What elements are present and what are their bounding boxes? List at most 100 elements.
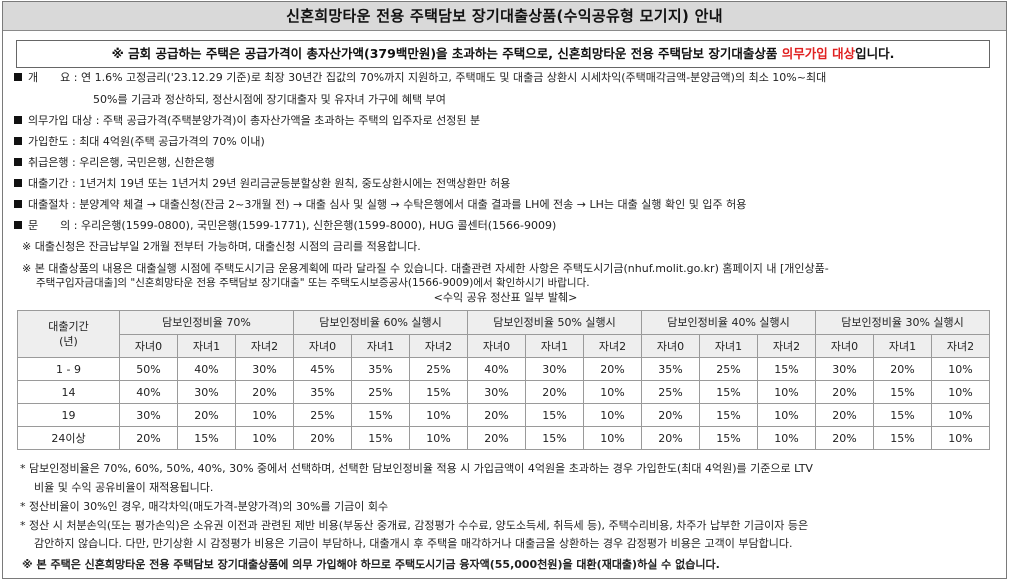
ratio-cell: 15% [757,357,816,381]
ratio-cell: 20% [525,380,584,404]
sub-header: 자녀0 [815,333,874,358]
ratio-cell: 10% [757,403,816,427]
ratio-cell: 30% [235,357,294,381]
table-caption: <수익 공유 정산표 일부 발췌> [433,291,578,304]
item-label: 대출기간 [28,177,69,190]
item-overview-cont: 50%를 기금과 정산하되, 정산시점에 장기대출자 및 유자녀 가구에 혜택 … [93,93,446,106]
ratio-cell: 10% [931,426,990,450]
footnote: * 정산비율이 30%인 경우, 매각차익(매도가격-분양가격)의 30%를 기… [20,500,389,513]
ratio-cell: 25% [293,403,352,427]
ratio-cell: 25% [641,380,700,404]
ratio-cell: 15% [409,380,468,404]
ratio-cell: 30% [177,380,236,404]
remark: ※ 본 대출상품의 내용은 대출실행 시점에 주택도시기금 운용계획에 따라 달… [22,262,829,275]
group-header: 담보인정비율 40% 실행시 [641,310,816,335]
item-text: 주택 공급가격(주택분양가격)이 총자산가액을 초과하는 주택의 입주자로 선정… [102,114,481,127]
ratio-cell: 20% [815,426,874,450]
item-label: 의무가입 대상 [28,114,93,127]
ratio-cell: 40% [467,357,526,381]
ratio-cell: 15% [699,380,758,404]
footnote: 감안하지 않습니다. 다만, 만기상환 시 감정평가 비용은 기금이 부담하나,… [34,537,793,550]
page-title: 신혼희망타운 전용 주택담보 장기대출상품(수익공유형 모기지) 안내 [3,2,1006,31]
bullet-square-icon [14,200,22,208]
ratio-cell: 20% [873,357,932,381]
ratio-cell: 10% [235,403,294,427]
sub-header: 자녀2 [409,333,468,358]
ratio-cell: 15% [699,403,758,427]
ratio-cell: 15% [525,426,584,450]
group-header: 담보인정비율 60% 실행시 [293,310,468,335]
bullet-square-icon [14,179,22,187]
bullet-square-icon [14,221,22,229]
ratio-cell: 10% [583,403,642,427]
ratio-cell: 10% [235,426,294,450]
remark-cont: 주택구입자금대출]의 "신혼희망타운 전용 주택담보 장기대출" 또는 주택도시… [36,277,590,289]
period-cell: 24이상 [17,426,120,450]
item-text: 연 1.6% 고정금리('23.12.29 기준)로 최장 30년간 집값의 7… [80,71,827,84]
ratio-cell: 20% [815,403,874,427]
sub-header: 자녀1 [351,333,410,358]
ratio-cell: 45% [293,357,352,381]
item-procedure: 대출절차 : 분양계약 체결 → 대출신청(잔금 2~3개월 전) → 대출 심… [14,198,746,212]
bullet-square-icon [14,158,22,166]
ratio-cell: 15% [351,426,410,450]
notice-box: ※ 금회 공급하는 주택은 공급가격이 총자산가액(379백만원)을 초과하는 … [16,40,990,68]
item-label: 취급은행 [28,156,69,169]
item-label: 대출절차 [28,198,69,211]
ratio-cell: 20% [293,426,352,450]
remark: ※ 대출신청은 잔금납부일 2개월 전부터 가능하며, 대출신청 시점의 금리를… [22,240,421,253]
ratio-cell: 15% [873,380,932,404]
table-body: 1 - 9 50% 40% 30% 45% 35% 25% 40% 30% 20% 35% 25% 15… [17,357,990,450]
ratio-cell: 20% [641,403,700,427]
ratio-cell: 10% [757,380,816,404]
ratio-cell: 35% [351,357,410,381]
ratio-cell: 30% [815,357,874,381]
ratio-cell: 15% [351,403,410,427]
sub-header: 자녀1 [699,333,758,358]
final-note: ※ 본 주택은 신혼희망타운 전용 주택담보 장기대출상품에 의무 가입해야 하… [22,558,720,571]
item-label: 가입한도 [28,135,69,148]
notice-prefix: ※ 금회 공급하는 주택은 공급가격이 총자산가액(379백만원)을 초과하는 … [111,46,782,61]
sub-header: 자녀1 [873,333,932,358]
ratio-cell: 20% [641,426,700,450]
ratio-cell: 30% [119,403,178,427]
sub-header: 자녀1 [177,333,236,358]
ratio-cell: 20% [467,426,526,450]
notice-highlight: 의무가입 대상 [781,46,856,61]
ratio-cell: 20% [119,426,178,450]
item-text: 우리은행, 국민은행, 신한은행 [79,156,215,169]
item-eligibility: 의무가입 대상 : 주택 공급가격(주택분양가격)이 총자산가액을 초과하는 주… [14,114,480,128]
bullet-square-icon [14,137,22,145]
period-cell: 14 [17,380,120,404]
sub-header: 자녀2 [931,333,990,358]
ratio-cell: 50% [119,357,178,381]
item-text: 1년거치 19년 또는 1년거치 29년 원리금균등분할상환 원칙, 중도상환시… [79,177,511,190]
item-overview: 개 요 : 연 1.6% 고정금리('23.12.29 기준)로 최장 30년간… [14,71,826,85]
ratio-cell: 10% [757,426,816,450]
sub-header: 자녀2 [583,333,642,358]
bullet-square-icon [14,73,22,81]
ratio-cell: 15% [525,403,584,427]
item-banks: 취급은행 : 우리은행, 국민은행, 신한은행 [14,156,215,170]
row-header-label: 대출기간 (년) [17,310,120,358]
table-row: 19 30% 20% 10% 25% 15% 10% 20% 15% 10% 20% 15% 10% 20… [17,403,990,427]
ratio-cell: 25% [699,357,758,381]
ratio-cell: 35% [293,380,352,404]
period-cell: 19 [17,403,120,427]
item-text: 최대 4억원(주택 공급가격의 70% 이내) [79,135,265,148]
item-text: 분양계약 체결 → 대출신청(잔금 2~3개월 전) → 대출 심사 및 실행 … [79,198,747,211]
ratio-cell: 15% [873,426,932,450]
row-header-line: 대출기간 (년) [48,320,89,348]
footnote: * 정산 시 처분손익(또는 평가손익)은 소유권 이전과 관련된 제반 비용(… [20,519,809,532]
ratio-cell: 10% [583,426,642,450]
notice-suffix: 입니다. [855,46,895,61]
ratio-cell: 10% [931,357,990,381]
sub-header: 자녀0 [467,333,526,358]
item-text: 우리은행(1599-0800), 국민은행(1599-1771), 신한은행(1… [80,219,557,232]
sub-header: 자녀2 [235,333,294,358]
ratio-cell: 15% [699,426,758,450]
ratio-cell: 20% [815,380,874,404]
ratio-cell: 20% [467,403,526,427]
sub-header: 자녀1 [525,333,584,358]
